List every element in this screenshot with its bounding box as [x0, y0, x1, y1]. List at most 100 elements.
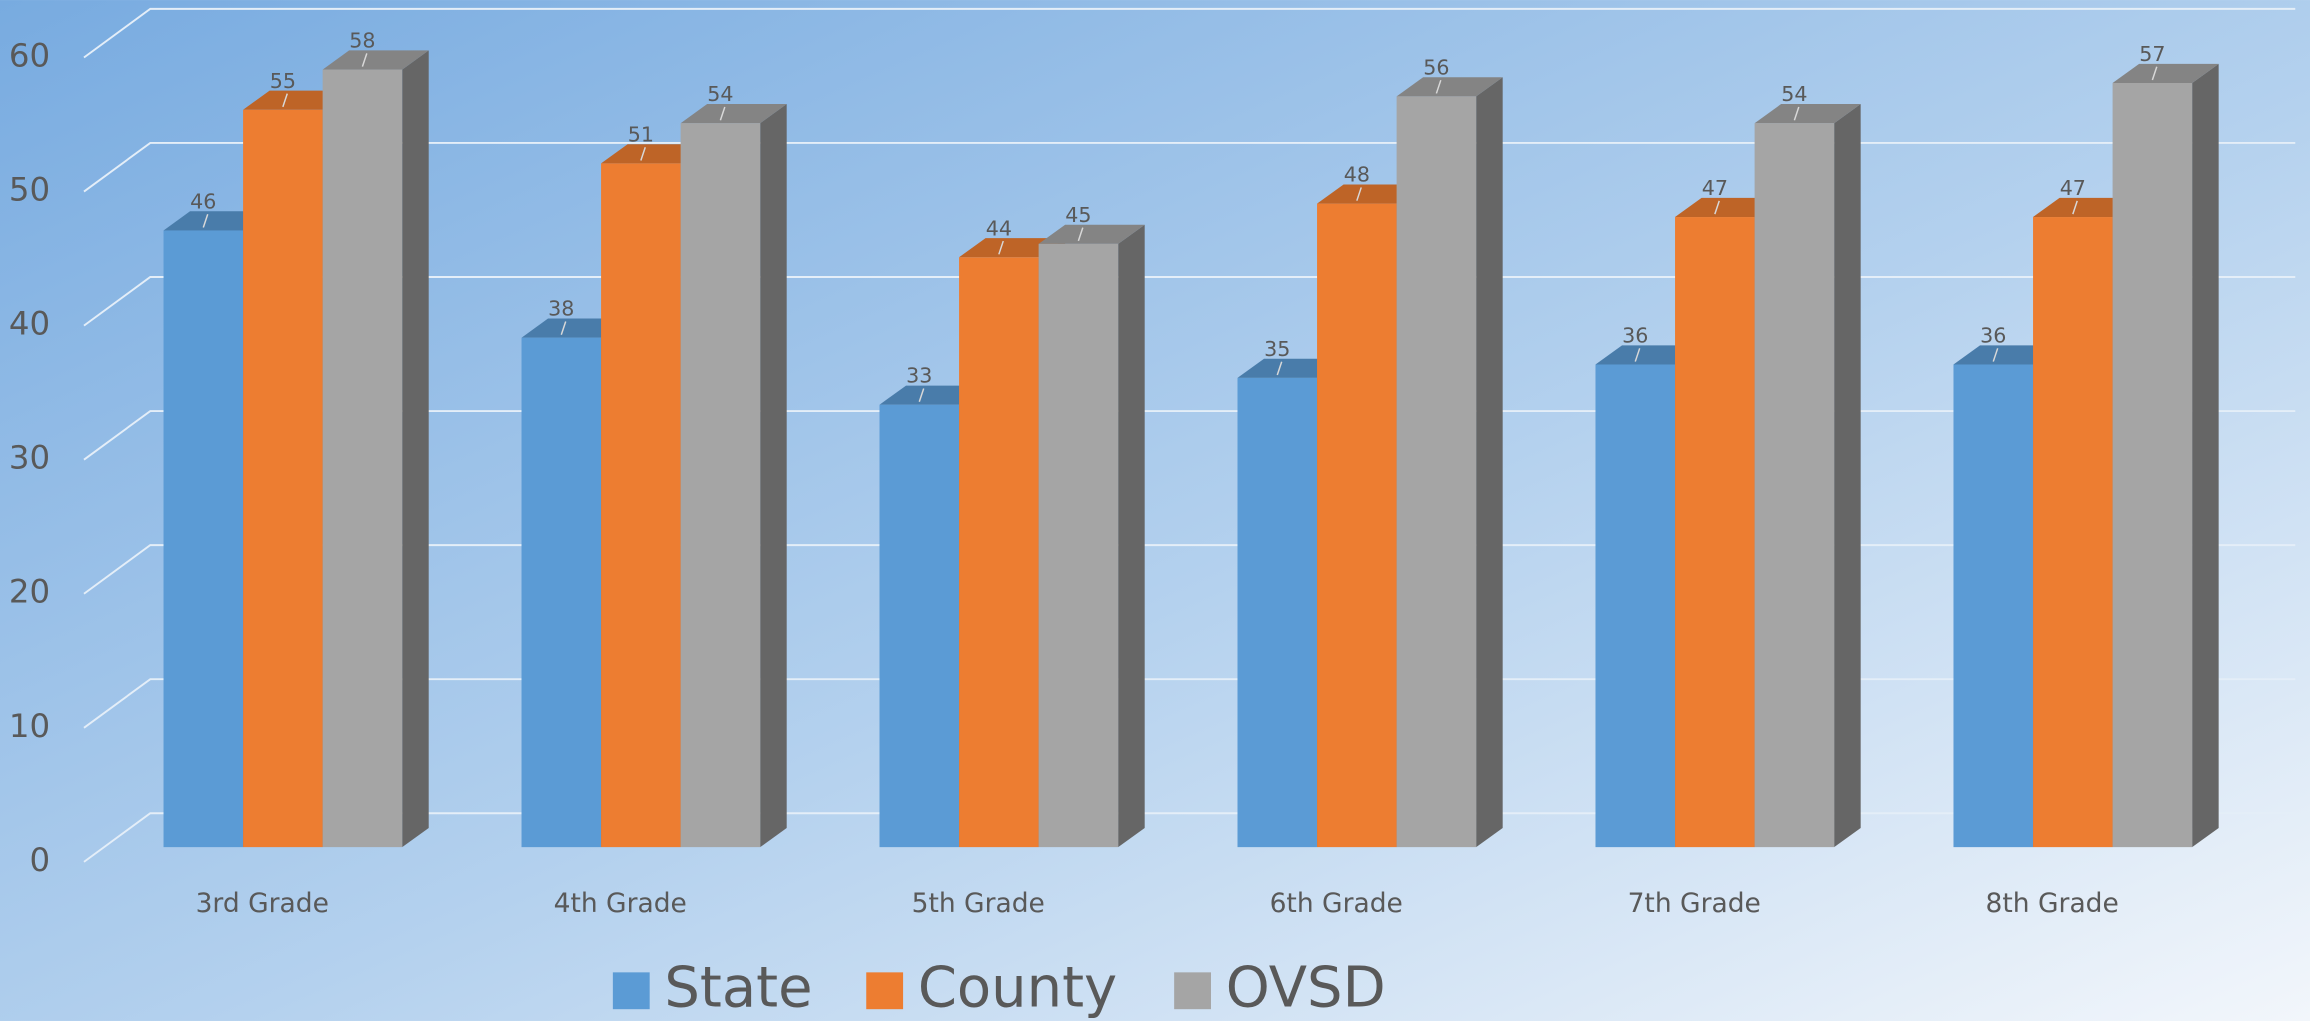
bar-front: [2033, 217, 2113, 848]
data-label: 38: [548, 297, 574, 321]
data-label: 51: [628, 122, 654, 146]
bar-front: [243, 109, 323, 848]
leader-line: [202, 214, 209, 228]
bar-side: [1834, 104, 1861, 848]
leader-line: [1356, 187, 1362, 201]
grid-line: [83, 678, 2296, 729]
leader-line: [2151, 66, 2158, 81]
bar-side: [760, 104, 787, 848]
leader-line: [361, 53, 368, 67]
bar-front: [1675, 217, 1755, 848]
data-label: 54: [707, 82, 733, 106]
leader-line: [1276, 361, 1283, 376]
bar-front: [322, 69, 403, 848]
data-label: 35: [1264, 337, 1290, 361]
leader-line: [719, 106, 726, 121]
legend-label: OVSD: [1226, 956, 1386, 1021]
x-tick-label: 4th Grade: [554, 888, 687, 919]
y-tick-label: 20: [9, 573, 50, 611]
grid-line: [83, 276, 2296, 327]
grid-line: [83, 7, 2296, 59]
bar-front: [1396, 96, 1477, 848]
leader-line: [1435, 79, 1442, 94]
leader-line: [282, 93, 288, 108]
data-label: 47: [2060, 176, 2086, 200]
bar-side: [402, 50, 429, 848]
x-tick-label: 3rd Grade: [196, 888, 329, 919]
leader-line: [1793, 106, 1800, 121]
bar-front: [521, 337, 602, 848]
data-label: 55: [270, 69, 296, 93]
grid-line: [83, 544, 2296, 595]
bar-top: [1396, 77, 1503, 97]
legend-swatch: [866, 972, 904, 1010]
bar-front: [601, 163, 681, 848]
data-label: 57: [2139, 42, 2165, 66]
bar-front: [680, 123, 761, 848]
bar-front: [2112, 82, 2193, 848]
legend-label: County: [918, 956, 1117, 1021]
bar: [2112, 63, 2219, 848]
grid-line: [83, 410, 2296, 461]
bar: [322, 50, 429, 848]
legend-swatch: [1174, 972, 1211, 1010]
x-tick-label: 7th Grade: [1628, 888, 1761, 919]
bar-front: [1754, 123, 1835, 848]
data-label: 58: [349, 29, 375, 53]
data-label: 48: [1344, 163, 1370, 187]
data-label: 45: [1065, 203, 1091, 227]
y-tick-label: 30: [9, 439, 50, 477]
leader-line: [1077, 227, 1084, 242]
leader-line: [1992, 348, 1999, 362]
data-label: 44: [986, 216, 1012, 240]
leader-line: [2072, 200, 2078, 215]
x-tick-label: 5th Grade: [912, 888, 1045, 919]
bar-side: [1118, 224, 1145, 848]
y-tick-label: 10: [9, 707, 50, 745]
bar-front: [1953, 364, 2034, 848]
bar: [1396, 77, 1503, 848]
data-label: 36: [1622, 324, 1648, 348]
legend: State County OVSD: [612, 956, 1386, 1021]
data-label: 54: [1781, 82, 1807, 106]
x-tick-label: 8th Grade: [1986, 888, 2119, 919]
leader-line: [1634, 348, 1641, 362]
bar-front: [1595, 364, 1676, 848]
leader-line: [998, 240, 1004, 255]
legend-label: State: [664, 956, 812, 1021]
grid-line: [83, 812, 2296, 863]
bar-side: [1476, 77, 1503, 848]
data-label: 33: [906, 364, 932, 388]
bar-front: [163, 230, 244, 848]
bar-front: [959, 257, 1039, 848]
bar: [1754, 104, 1861, 848]
bar-top: [322, 50, 429, 70]
data-label: 56: [1423, 55, 1449, 79]
bar-front: [1317, 203, 1397, 848]
y-tick-label: 40: [9, 305, 50, 343]
bar: [680, 104, 787, 848]
leader-line: [918, 388, 925, 403]
y-tick-label: 60: [9, 36, 50, 74]
leader-line: [560, 321, 567, 335]
leader-line: [640, 146, 646, 161]
legend-swatch: [612, 972, 650, 1010]
grid-line: [83, 141, 2296, 193]
leader-line: [1714, 200, 1720, 215]
bar-top: [1754, 104, 1861, 124]
bar-front: [1038, 243, 1119, 848]
bar-front: [879, 404, 960, 848]
y-tick-label: 0: [29, 841, 50, 879]
bar-top: [2112, 63, 2219, 83]
data-label: 36: [1980, 324, 2006, 348]
data-label: 47: [1702, 176, 1728, 200]
bar: [1038, 224, 1145, 848]
y-tick-label: 50: [9, 171, 50, 209]
bar-front: [1237, 377, 1318, 848]
bar-top: [680, 104, 787, 124]
bar-side: [2192, 63, 2219, 848]
x-tick-label: 6th Grade: [1270, 888, 1403, 919]
bar-top: [1038, 224, 1145, 244]
data-label: 46: [190, 189, 216, 213]
